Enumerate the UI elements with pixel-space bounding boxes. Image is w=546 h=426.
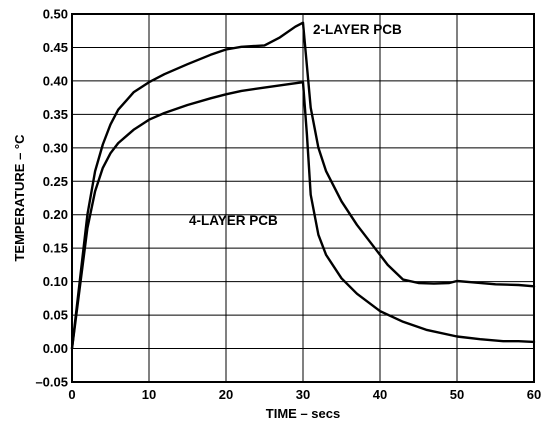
series-layer bbox=[70, 21, 536, 350]
series-annotation: 4-LAYER PCB bbox=[189, 213, 278, 228]
x-tick-label: 40 bbox=[373, 387, 387, 402]
y-tick-label: 0.45 bbox=[43, 40, 68, 55]
x-tick-label: 20 bbox=[219, 387, 233, 402]
x-tick-label: 10 bbox=[142, 387, 156, 402]
grid bbox=[71, 13, 535, 383]
y-tick-label: 0.00 bbox=[43, 341, 68, 356]
annotations: 2-LAYER PCB 4-LAYER PCB bbox=[189, 22, 402, 228]
x-tick-labels: 0 10 20 30 40 50 60 bbox=[68, 387, 541, 402]
series-line-4-layer-pcb bbox=[70, 80, 536, 350]
y-tick-labels: –0.05 0.00 0.05 0.10 0.15 0.20 0.25 0.30 0.35 0.4… bbox=[35, 7, 68, 390]
x-tick-label: 0 bbox=[68, 387, 75, 402]
y-tick-label: 0.20 bbox=[43, 207, 68, 222]
y-tick-label: 0.30 bbox=[43, 140, 68, 155]
x-tick-label: 50 bbox=[450, 387, 464, 402]
x-tick-label: 30 bbox=[296, 387, 310, 402]
y-axis-label: TEMPERATURE – °C bbox=[12, 134, 27, 262]
y-tick-label: 0.35 bbox=[43, 107, 68, 122]
y-tick-label: 0.05 bbox=[43, 308, 68, 323]
series-annotation: 2-LAYER PCB bbox=[313, 22, 402, 37]
y-tick-label: –0.05 bbox=[35, 375, 68, 390]
x-tick-label: 60 bbox=[527, 387, 541, 402]
y-tick-label: 0.15 bbox=[43, 241, 68, 256]
y-tick-label: 0.10 bbox=[43, 274, 68, 289]
plot-frame bbox=[71, 13, 535, 383]
x-axis-label: TIME – secs bbox=[266, 406, 340, 421]
series-line-2-layer-pcb bbox=[70, 21, 536, 350]
y-tick-label: 0.40 bbox=[43, 73, 68, 88]
y-tick-label: 0.25 bbox=[43, 174, 68, 189]
y-tick-label: 0.50 bbox=[43, 7, 68, 22]
